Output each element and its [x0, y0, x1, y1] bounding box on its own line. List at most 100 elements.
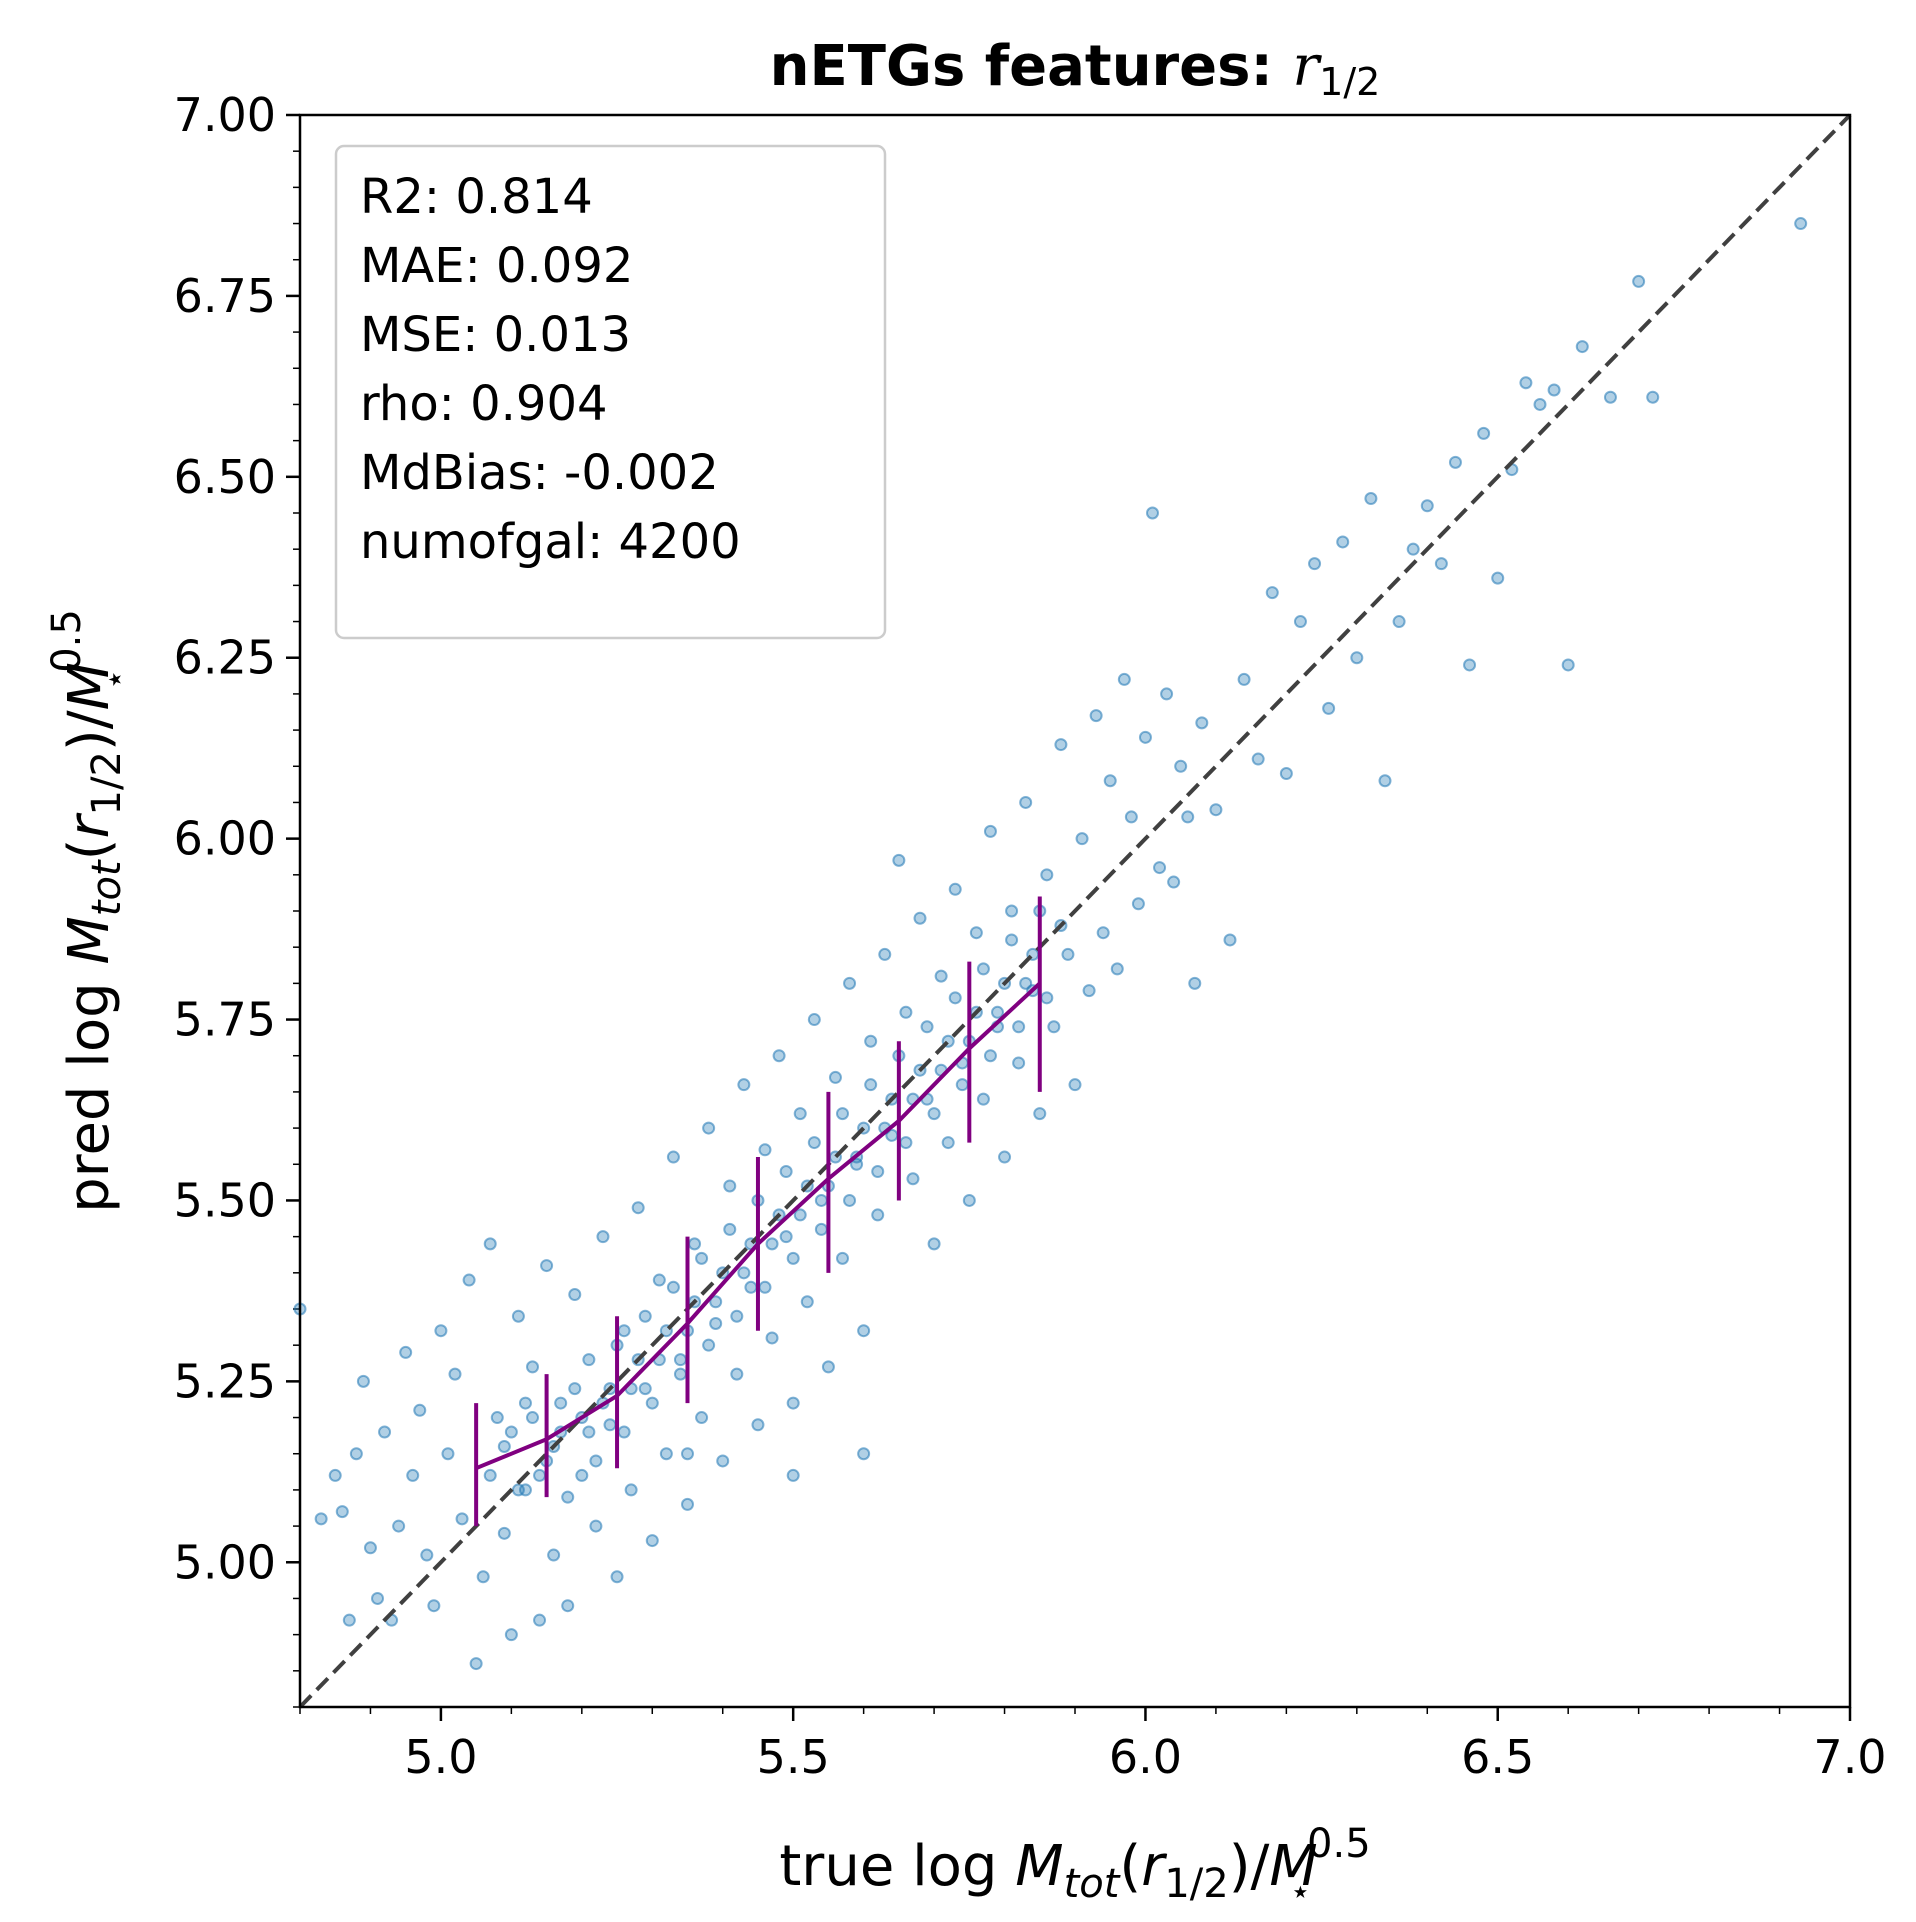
- scatter-point: [504, 1425, 518, 1439]
- scatter-points: [293, 217, 1808, 1671]
- y-tick-label: 6.75: [174, 269, 276, 323]
- scatter-point: [561, 1599, 575, 1613]
- stats-line: R2: 0.814: [360, 169, 593, 225]
- scatter-point: [828, 1070, 842, 1084]
- scatter-point: [1279, 767, 1293, 781]
- scatter-point: [976, 1092, 990, 1106]
- scatter-point: [991, 1005, 1004, 1019]
- scatter-point: [695, 1251, 709, 1265]
- title-subscript: 1/2: [1319, 60, 1380, 104]
- stats-line: numofgal: 4200: [360, 514, 741, 570]
- scatter-point: [709, 1295, 723, 1309]
- scatter-point: [737, 1266, 751, 1280]
- scatter-point: [1110, 962, 1124, 976]
- scatter-point: [948, 882, 962, 896]
- y-label-r: r: [57, 813, 122, 839]
- scatter-point: [1547, 383, 1561, 397]
- scatter-point: [1209, 803, 1223, 817]
- scatter-point: [814, 1222, 828, 1236]
- scatter-point: [1265, 586, 1279, 600]
- y-axis-label: pred log Mtot(r1/2)/M⋆0.5: [44, 609, 135, 1213]
- scatter-point: [420, 1548, 434, 1562]
- scatter-point: [314, 1512, 328, 1526]
- scatter-point: [779, 1230, 793, 1244]
- scatter-point: [786, 1396, 800, 1410]
- scatter-point: [1005, 904, 1019, 918]
- x-label-close: )/: [1229, 1834, 1270, 1899]
- scatter-point: [1012, 1056, 1026, 1070]
- scatter-point: [1082, 984, 1096, 998]
- scatter-point: [392, 1519, 406, 1533]
- scatter-point: [1033, 1107, 1047, 1121]
- scatter-point: [504, 1628, 518, 1642]
- scatter-point: [1378, 774, 1392, 788]
- y-label-open: (: [57, 839, 122, 861]
- scatter-point: [716, 1454, 730, 1468]
- y-tick-label: 6.25: [174, 631, 276, 685]
- stats-line: MAE: 0.092: [360, 238, 633, 294]
- scatter-point: [1188, 976, 1202, 990]
- scatter-point: [786, 1251, 800, 1265]
- title-symbol: r: [1292, 34, 1322, 99]
- scatter-point: [533, 1468, 547, 1482]
- scatter-point: [328, 1468, 342, 1482]
- scatter-point: [673, 1367, 687, 1381]
- scatter-point: [1632, 274, 1646, 288]
- scatter-point: [744, 1280, 758, 1294]
- scatter-point: [540, 1259, 554, 1273]
- scatter-point: [1448, 455, 1462, 469]
- scatter-point: [871, 1208, 885, 1222]
- x-label-prefix: true log: [779, 1834, 1015, 1899]
- scatter-point: [772, 1049, 786, 1063]
- scatter-point: [723, 1179, 737, 1193]
- scatter-point: [737, 1078, 751, 1092]
- scatter-point: [793, 1208, 807, 1222]
- scatter-point: [983, 1049, 997, 1063]
- scatter-point: [1434, 557, 1448, 571]
- scatter-point: [335, 1505, 349, 1519]
- stats-line: rho: 0.904: [360, 376, 608, 432]
- scatter-point: [1075, 832, 1089, 846]
- scatter-point: [413, 1403, 427, 1417]
- scatter-point: [695, 1411, 709, 1425]
- scatter-point: [1463, 658, 1477, 672]
- scatter-point: [765, 1331, 779, 1345]
- plot-frame: [298, 113, 1852, 1709]
- y-tick-label: 6.50: [174, 450, 276, 504]
- scatter-point: [821, 1360, 835, 1374]
- scatter-point: [730, 1309, 744, 1323]
- y-tick-label: 5.25: [174, 1354, 276, 1408]
- x-label-star: ⋆: [1290, 1872, 1311, 1912]
- scatter-point: [948, 991, 962, 1005]
- y-label-tot: tot: [84, 859, 130, 916]
- scatter-point: [1131, 897, 1145, 911]
- scatter-point: [1012, 1020, 1026, 1034]
- y-tick-label: 5.75: [174, 993, 276, 1047]
- x-axis-label: true log Mtot(r1/2)/M⋆0.5: [779, 1821, 1370, 1912]
- x-tick-label: 7.0: [1813, 1730, 1886, 1784]
- scatter-point: [1160, 687, 1174, 701]
- y-label-m: M: [57, 916, 122, 964]
- scatter-point: [983, 824, 997, 838]
- scatter-point: [652, 1273, 666, 1287]
- scatter-point: [779, 1165, 793, 1179]
- scatter-point: [899, 1005, 913, 1019]
- scatter-point: [709, 1316, 723, 1330]
- scatter-point: [1047, 1020, 1061, 1034]
- scatter-point: [406, 1468, 420, 1482]
- x-label-half: 1/2: [1164, 1861, 1228, 1907]
- scatter-point: [363, 1541, 377, 1555]
- scatter-point: [645, 1534, 659, 1548]
- median-line: [475, 981, 1042, 1471]
- scatter-point: [1174, 759, 1188, 773]
- scatter-point: [1308, 557, 1322, 571]
- scatter-point: [1420, 499, 1434, 513]
- scatter-point: [906, 1172, 920, 1186]
- scatter-point: [1237, 672, 1251, 686]
- scatter-point: [1181, 810, 1195, 824]
- scatter-point: [843, 1193, 857, 1207]
- scatter-point: [1561, 658, 1575, 672]
- scatter-point: [645, 1396, 659, 1410]
- scatter-point: [1040, 868, 1054, 882]
- scatter-point: [1364, 492, 1378, 506]
